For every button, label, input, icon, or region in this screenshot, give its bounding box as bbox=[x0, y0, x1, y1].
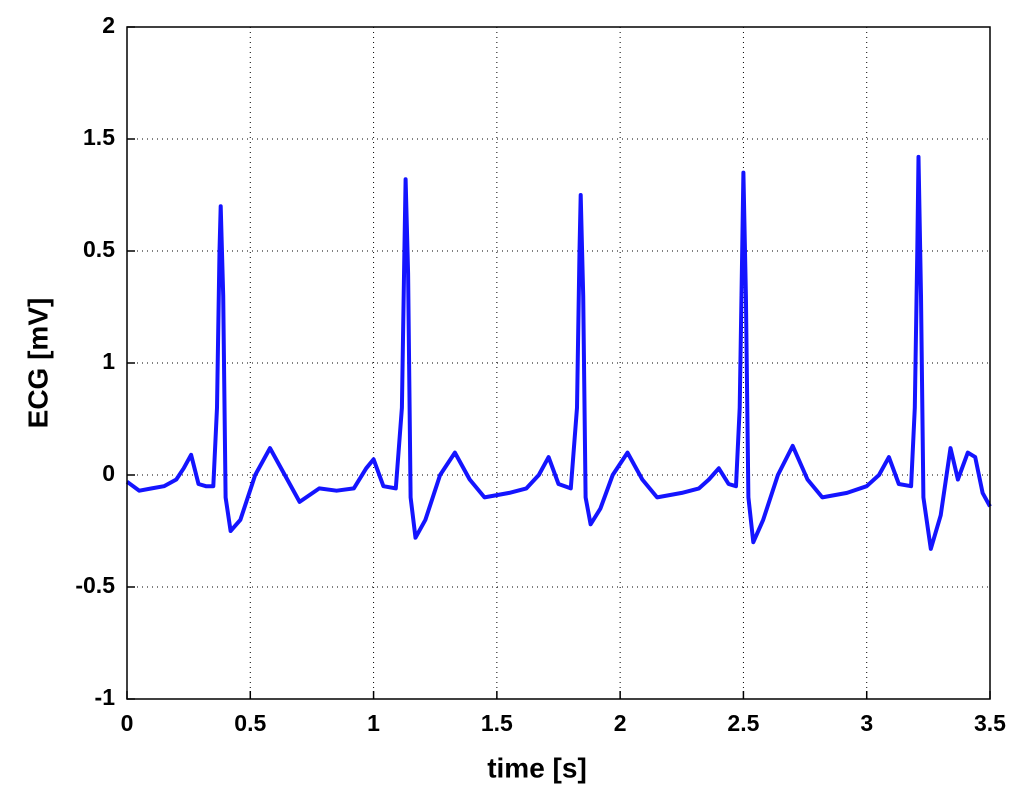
x-tick-label: 0.5 bbox=[234, 710, 266, 736]
x-tick-label: 1 bbox=[367, 710, 380, 736]
x-tick-label: 2 bbox=[614, 710, 627, 736]
ecg-line bbox=[125, 154, 992, 551]
x-tick-label: 3.5 bbox=[974, 710, 1006, 736]
y-tick-label: 0 bbox=[102, 460, 115, 486]
y-tick-label: -1 bbox=[95, 684, 116, 710]
x-tick-label: 2.5 bbox=[727, 710, 759, 736]
x-tick-label: 0 bbox=[121, 710, 134, 736]
y-tick-label: 0.5 bbox=[83, 236, 115, 262]
y-tick-label: -0.5 bbox=[75, 572, 115, 598]
y-tick-label: 1 bbox=[102, 348, 115, 374]
x-tick-label: 1.5 bbox=[481, 710, 513, 736]
plot-frame bbox=[126, 26, 991, 700]
x-tick-label: 3 bbox=[860, 710, 873, 736]
y-tick-label: 1.5 bbox=[83, 124, 115, 150]
x-axis-label: time [s] bbox=[487, 752, 587, 783]
y-tick-label: 2 bbox=[102, 12, 115, 38]
y-axis-label: ECG [mV] bbox=[22, 298, 53, 429]
